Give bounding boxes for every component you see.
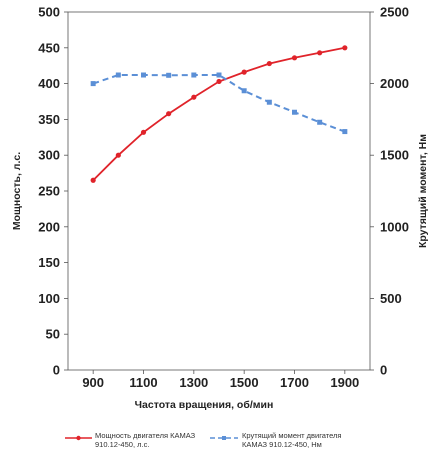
series-0-point: [191, 94, 197, 100]
x-tick-label: 1500: [230, 375, 259, 390]
series-0-point: [342, 45, 348, 51]
legend-label-torque-1: Крутящий момент двигателя: [242, 431, 342, 440]
series-1-point: [342, 129, 348, 135]
x-tick-label: 1900: [330, 375, 359, 390]
series-1-point: [166, 72, 172, 78]
series-1-point: [90, 81, 96, 87]
series-1-point: [292, 109, 297, 115]
legend-label-power-2: 910.12-450, л.с.: [95, 440, 149, 449]
series-0-point: [115, 152, 121, 158]
legend-label-power-1: Мощность двигателя КАМАЗ: [95, 431, 196, 440]
left-tick-label: 400: [38, 76, 60, 91]
series-0-point: [90, 177, 96, 183]
series-0-point: [266, 60, 272, 67]
left-tick-label: 300: [38, 148, 60, 163]
x-tick-label: 1100: [129, 375, 157, 390]
right-tick-label: 1500: [380, 148, 409, 163]
left-tick-label: 350: [38, 112, 60, 127]
plot-area: [67, 11, 371, 371]
x-tick-label: 900: [82, 375, 104, 390]
series-0-point: [317, 50, 323, 56]
left-tick-label: 100: [38, 291, 60, 306]
legend-marker-torque: [222, 436, 226, 440]
right-tick-label: 0: [380, 363, 387, 378]
series-1-point: [141, 72, 146, 78]
left-tick-label: 500: [38, 5, 60, 20]
x-tick-label: 1700: [280, 375, 309, 390]
series-0-point: [291, 55, 298, 61]
x-tick-label: 1300: [179, 375, 208, 390]
series-0-point: [140, 129, 147, 135]
series-line-0: [92, 46, 345, 181]
right-tick-label: 500: [380, 291, 402, 306]
right-tick-label: 2500: [380, 5, 409, 20]
series-line-1: [92, 74, 346, 133]
series-0-point: [241, 69, 247, 75]
legend: Мощность двигателя КАМАЗ 910.12-450, л.с…: [65, 431, 342, 449]
series-1-point: [191, 72, 197, 78]
y-axis-title-right: Крутящий момент, Нм: [417, 134, 429, 248]
series-1-point: [266, 99, 272, 105]
legend-marker-power: [76, 435, 81, 441]
series-layer: [90, 45, 348, 183]
series-1-point: [241, 88, 247, 94]
series-0-point: [216, 78, 222, 85]
left-tick-label: 200: [38, 219, 60, 234]
series-1-point: [115, 72, 121, 78]
series-1-point: [317, 119, 323, 125]
x-axis-ticks: 900 1100 1300 1500 1700 1900: [82, 370, 359, 390]
left-tick-label: 250: [38, 184, 60, 199]
left-tick-label: 450: [38, 40, 60, 55]
right-tick-label: 2000: [380, 76, 409, 91]
right-axis-ticks: 0 500 1000 1500 2000 2500: [370, 5, 409, 378]
series-0-point: [166, 111, 172, 117]
left-tick-label: 150: [38, 255, 60, 270]
left-tick-label: 50: [46, 327, 60, 342]
series-1-point: [216, 72, 222, 78]
left-tick-label: 0: [53, 363, 60, 378]
left-axis-ticks: 0 50 100 150 200 250 300 350 400 450 500: [38, 5, 68, 378]
legend-label-torque-2: КАМАЗ 910.12-450, Нм: [242, 440, 322, 449]
right-tick-label: 1000: [380, 219, 409, 234]
x-axis-title: Частота вращения, об/мин: [135, 399, 274, 411]
y-axis-title-left: Мощность, л.с.: [11, 152, 23, 230]
